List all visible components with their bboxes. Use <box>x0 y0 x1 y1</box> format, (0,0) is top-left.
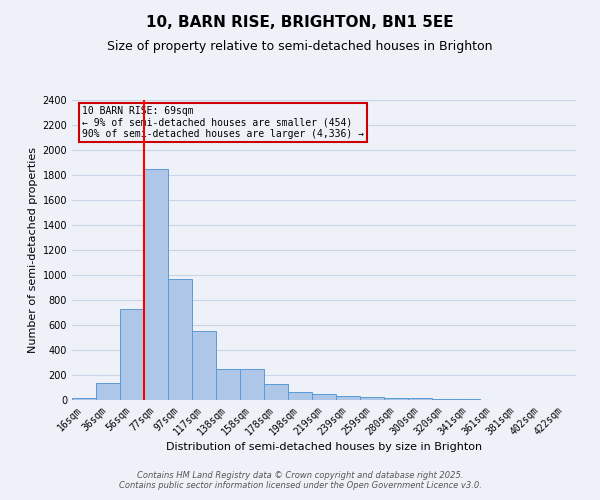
X-axis label: Distribution of semi-detached houses by size in Brighton: Distribution of semi-detached houses by … <box>166 442 482 452</box>
Bar <box>432 399 456 400</box>
Bar <box>360 396 384 400</box>
Bar <box>72 398 96 400</box>
Bar <box>240 370 264 400</box>
Text: Contains HM Land Registry data © Crown copyright and database right 2025.
Contai: Contains HM Land Registry data © Crown c… <box>119 470 481 490</box>
Bar <box>264 384 288 400</box>
Text: 10, BARN RISE, BRIGHTON, BN1 5EE: 10, BARN RISE, BRIGHTON, BN1 5EE <box>146 15 454 30</box>
Bar <box>312 394 336 400</box>
Bar <box>144 169 168 400</box>
Bar <box>408 398 432 400</box>
Bar <box>192 331 216 400</box>
Bar <box>168 279 192 400</box>
Bar <box>384 398 408 400</box>
Bar <box>288 392 312 400</box>
Y-axis label: Number of semi-detached properties: Number of semi-detached properties <box>28 147 38 353</box>
Bar <box>216 370 240 400</box>
Bar <box>96 383 120 400</box>
Text: 10 BARN RISE: 69sqm
← 9% of semi-detached houses are smaller (454)
90% of semi-d: 10 BARN RISE: 69sqm ← 9% of semi-detache… <box>82 106 364 139</box>
Bar <box>120 308 144 400</box>
Text: Size of property relative to semi-detached houses in Brighton: Size of property relative to semi-detach… <box>107 40 493 53</box>
Bar <box>336 396 360 400</box>
